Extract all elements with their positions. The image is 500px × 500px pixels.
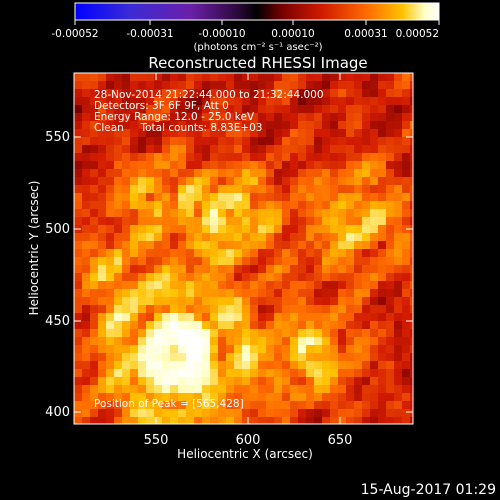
colorbar-tick-label: -0.00031 (126, 28, 173, 40)
y-tick-label: 450 (45, 314, 70, 329)
y-axis: 550 500 450 400 Heliocentric Y (arcsec) (27, 130, 70, 420)
info-overlay: 28-Nov-2014 21:22:44.000 to 21:32:44.000… (94, 89, 324, 410)
y-axis-label: Heliocentric Y (arcsec) (27, 181, 41, 316)
colorbar-tick-label: 0.00031 (344, 28, 387, 40)
y-tick-label: 400 (45, 405, 70, 420)
colorbar-tick-label: 0.00052 (396, 28, 439, 40)
x-axis: 550 600 650 Heliocentric X (arcsec) (144, 433, 353, 461)
x-axis-label: Heliocentric X (arcsec) (177, 447, 313, 461)
colorbar-unit-label: (photons cm⁻² s⁻¹ asec⁻²) (193, 42, 322, 53)
footer-timestamp: 15-Aug-2017 01:29 (361, 482, 496, 498)
rhessi-image (73, 72, 414, 425)
info-energy-range: Energy Range: 12.0 - 25.0 keV (94, 111, 255, 123)
x-tick-label: 550 (144, 433, 169, 448)
colorbar: -0.00052 -0.00031 -0.00010 0.00010 0.000… (51, 2, 440, 53)
y-tick-label: 500 (45, 222, 70, 237)
colorbar-gradient (74, 2, 440, 21)
image-pixels (74, 73, 413, 424)
axis-tick-marks (74, 73, 413, 424)
y-tick-label: 550 (45, 130, 70, 145)
x-tick-label: 650 (328, 433, 353, 448)
peak-position-label: Position of Peak = [565,428] (94, 398, 244, 410)
colorbar-tick-label: -0.00010 (198, 28, 245, 40)
info-clean-counts: Clean Total counts: 8.83E+03 (94, 122, 263, 134)
x-tick-label: 600 (236, 433, 261, 448)
colorbar-tick-label: -0.00052 (51, 28, 98, 40)
info-detectors: Detectors: 3F 6F 9F, Att 0 (94, 100, 229, 112)
plot-title: Reconstructed RHESSI Image (148, 54, 367, 72)
plot-frame (73, 72, 414, 425)
info-time-range: 28-Nov-2014 21:22:44.000 to 21:32:44.000 (94, 89, 324, 101)
colorbar-tick-label: 0.00010 (271, 28, 314, 40)
colorbar-tick-marks (74, 20, 440, 25)
